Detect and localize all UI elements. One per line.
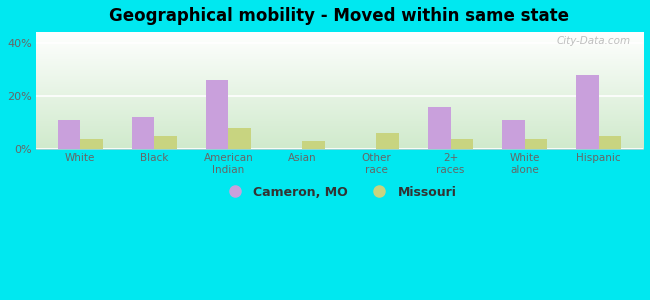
Bar (599, 136, 621, 149)
Bar (228, 128, 251, 149)
Bar (81, 139, 103, 149)
Bar (577, 75, 599, 149)
Bar (154, 136, 177, 149)
Bar (302, 141, 324, 149)
Bar (450, 139, 473, 149)
Bar (428, 106, 450, 149)
Bar (132, 117, 154, 149)
Text: City-Data.com: City-Data.com (557, 36, 631, 46)
Bar (502, 120, 525, 149)
Bar (376, 133, 398, 149)
Title: Geographical mobility - Moved within same state: Geographical mobility - Moved within sam… (109, 7, 569, 25)
Legend: Cameron, MO, Missouri: Cameron, MO, Missouri (217, 181, 462, 204)
Bar (525, 139, 547, 149)
Bar (58, 120, 81, 149)
Bar (206, 80, 228, 149)
